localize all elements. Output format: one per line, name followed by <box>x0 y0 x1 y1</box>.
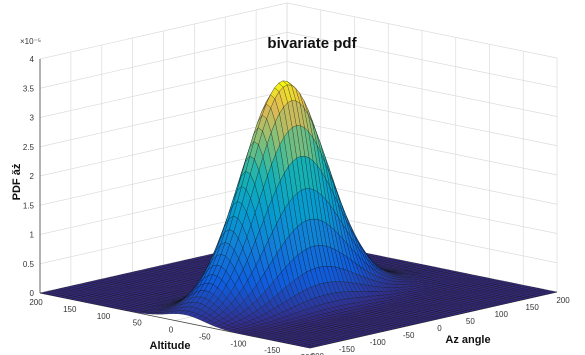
z-tick-label: 1 <box>30 231 35 240</box>
y-tick-label: 50 <box>466 317 475 326</box>
x-tick-label: -50 <box>199 332 211 341</box>
wall-gridline <box>286 90 558 147</box>
y-tick-label: -50 <box>403 331 415 340</box>
wall-gridline <box>39 61 288 118</box>
chart-title: bivariate pdf <box>267 35 357 52</box>
z-exponent-label: ×10⁻⁵ <box>20 37 41 46</box>
y-axis-label: Az angle <box>445 334 490 346</box>
z-tick-label: 2.5 <box>23 143 35 152</box>
surface-patch <box>305 345 315 349</box>
z-tick-label: 4 <box>30 55 35 64</box>
x-tick-label: -200 <box>298 353 315 355</box>
z-tick-label: 1.5 <box>23 201 35 210</box>
x-tick-label: 50 <box>133 319 142 328</box>
y-tick-label: 150 <box>525 303 539 312</box>
y-tick-label: 0 <box>437 324 442 333</box>
wall-gridline <box>39 31 288 89</box>
z-tick-label: 2 <box>30 172 35 181</box>
z-tick-label: 0 <box>30 289 35 298</box>
x-tick-label: 100 <box>97 312 111 321</box>
z-axis-label: PDF ăż <box>11 163 23 200</box>
x-tick-label: 150 <box>63 305 77 314</box>
y-tick-label: 200 <box>556 296 570 305</box>
x-tick-label: -100 <box>230 339 247 348</box>
y-tick-label: -150 <box>339 345 356 354</box>
wall-gridline <box>39 2 288 60</box>
y-tick-label: -200 <box>308 352 325 355</box>
wall-gridline <box>39 90 288 148</box>
wall-gridline <box>286 31 558 88</box>
wall-gridline <box>39 119 288 177</box>
surface-plot <box>39 80 558 349</box>
axis-ticks: 0 0.5 1 1.5 2 2.5 3 3.5 4 200 150 100 50 0 -50 -100 -150… <box>23 55 570 355</box>
z-tick-label: 3.5 <box>23 84 35 93</box>
x-tick-label: 0 <box>169 326 174 335</box>
y-tick-label: -100 <box>370 338 387 347</box>
wall-gridline <box>286 119 558 176</box>
wall-gridline <box>286 61 558 117</box>
wall-gridline <box>286 148 558 205</box>
x-tick-label: 200 <box>29 298 43 307</box>
z-tick-label: 0.5 <box>23 260 35 269</box>
x-tick-label: -150 <box>264 346 281 355</box>
wall-gridline <box>286 2 558 59</box>
x-axis-label: Altitude <box>150 340 191 352</box>
y-tick-label: 100 <box>495 310 509 319</box>
z-tick-label: 3 <box>30 114 35 123</box>
